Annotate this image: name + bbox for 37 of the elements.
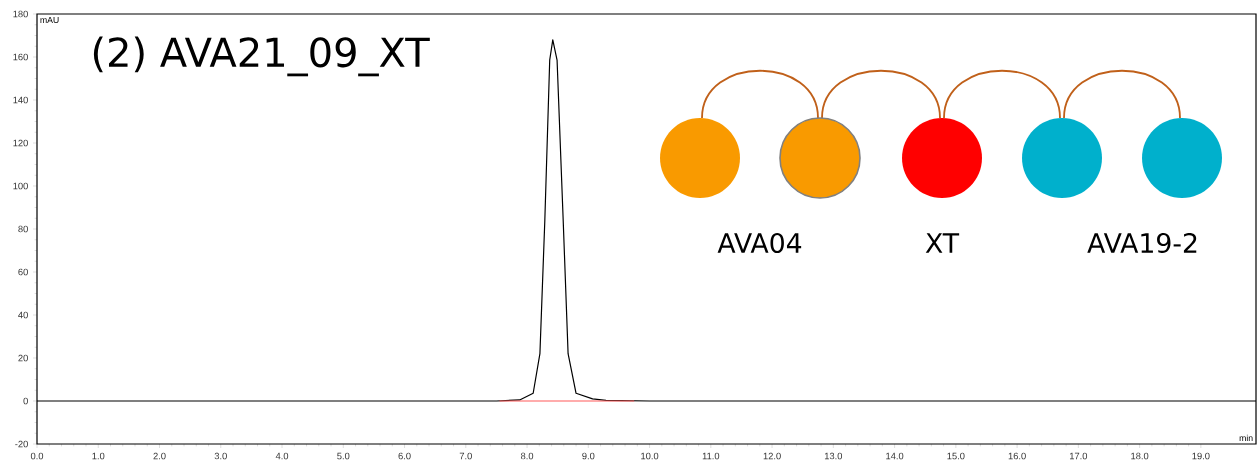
x-tick-label: 16.0 bbox=[1008, 452, 1026, 460]
x-tick-label: 4.0 bbox=[275, 452, 289, 460]
y-tick-label: 120 bbox=[13, 139, 28, 147]
x-axis-title: min bbox=[1239, 434, 1253, 442]
x-tick-label: 13.0 bbox=[824, 452, 843, 460]
annotation: AVA19-2 bbox=[1087, 232, 1197, 254]
x-tick-label: 18.0 bbox=[1131, 452, 1149, 460]
annotation: AVA04 bbox=[717, 232, 802, 254]
annotation: XT bbox=[925, 233, 960, 253]
x-tick-label: 14.0 bbox=[886, 452, 904, 460]
y-tick-label: 40 bbox=[18, 311, 28, 319]
x-tick-label: 6.0 bbox=[398, 452, 411, 460]
x-tick-label: 5.0 bbox=[337, 452, 350, 460]
x-tick-label: 11.0 bbox=[702, 452, 720, 460]
x-tick-label: 9.0 bbox=[582, 452, 595, 460]
x-tick-label: 1.0 bbox=[92, 452, 105, 460]
x-tick-label: 0.0 bbox=[30, 452, 44, 460]
x-tick-label: 2.0 bbox=[153, 452, 166, 460]
x-tick-label: 7.0 bbox=[459, 452, 472, 460]
y-axis-title: mAU bbox=[40, 16, 59, 23]
y-tick-label: 20 bbox=[18, 354, 28, 362]
y-tick-label: 80 bbox=[18, 225, 28, 233]
y-tick-label: 0 bbox=[23, 397, 28, 405]
x-tick-label: 17.0 bbox=[1069, 452, 1088, 460]
x-tick-label: 12.0 bbox=[763, 452, 781, 460]
y-tick-label: 60 bbox=[18, 268, 28, 276]
x-tick-label: 3.0 bbox=[214, 452, 227, 460]
y-tick-label: 180 bbox=[13, 10, 28, 18]
x-tick-label: 8.0 bbox=[520, 452, 534, 460]
x-tick-label: 15.0 bbox=[947, 452, 965, 460]
y-tick-label: 140 bbox=[13, 96, 28, 104]
text: (2) AVA21_09_XT bbox=[93, 36, 430, 77]
y-tick-label: 100 bbox=[13, 182, 28, 190]
y-tick-label: -20 bbox=[15, 440, 28, 448]
x-tick-label: 10.0 bbox=[641, 452, 659, 460]
x-tick-label: 19.0 bbox=[1192, 452, 1210, 460]
y-tick-label: 160 bbox=[13, 53, 28, 61]
